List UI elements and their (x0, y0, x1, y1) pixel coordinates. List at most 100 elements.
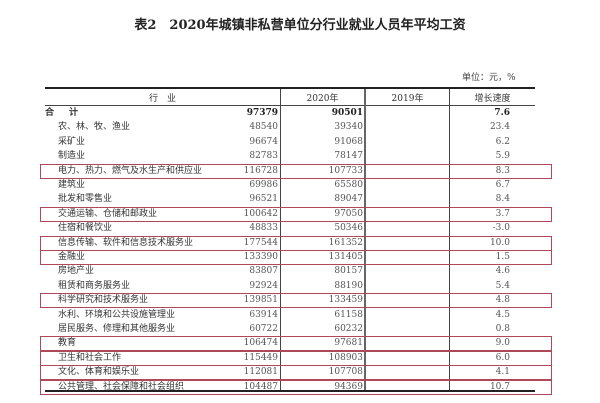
table-row: 农、林、牧、渔业 48540 39340 23.4 (45, 120, 535, 134)
highlight-box (40, 336, 552, 352)
wage-2019: 50346 (334, 223, 363, 234)
industry-name: 水利、环境和公共设施管理业 (58, 309, 176, 320)
highlight-box (40, 350, 552, 366)
wage-2020: 139851 (243, 295, 278, 306)
table-row: 文化、体育和娱乐业 112081 107708 4.1 (45, 365, 535, 379)
growth-rate: 8.4 (495, 194, 510, 205)
growth-rate: 0.8 (495, 324, 510, 334)
wage-2019: 90501 (331, 108, 363, 118)
wage-2019: 131405 (328, 252, 363, 262)
growth-rate: 1.5 (495, 252, 510, 262)
wage-2020: 48833 (249, 223, 278, 234)
wage-2020: 112081 (243, 367, 278, 378)
industry-name: 合 计 (45, 108, 82, 118)
wage-2019: 61158 (334, 309, 363, 320)
industry-name: 电力、热力、燃气及水生产和供应业 (58, 165, 203, 176)
table-row: 制造业 82783 78147 5.9 (45, 149, 535, 163)
table-top-rule (45, 87, 535, 89)
wage-2020: 104487 (243, 381, 278, 392)
wage-2019: 80157 (334, 266, 363, 277)
industry-name: 文化、体育和娱乐业 (58, 367, 140, 378)
table-row: 卫生和社会工作 115449 108903 6.0 (45, 351, 535, 365)
growth-rate: 9.0 (495, 338, 510, 349)
unit-label: 单位：元，% (462, 73, 516, 83)
table-title: 表2 2020年城镇非私营单位分行业就业人员年平均工资 (134, 18, 466, 33)
table-row: 租赁和商务服务业 92924 88190 5.4 (45, 279, 535, 293)
wage-2020: 82783 (249, 151, 278, 162)
industry-name: 采矿业 (58, 136, 86, 147)
table-row: 科学研究和技术服务业 139851 133459 4.8 (45, 293, 535, 307)
table-row: 水利、环境和公共设施管理业 63914 61158 4.5 (45, 308, 535, 322)
wage-2020: 106474 (243, 338, 278, 349)
column-divider (280, 89, 281, 390)
wage-2020: 96521 (249, 194, 278, 205)
wage-2020: 96674 (249, 136, 278, 147)
table-row: 建筑业 69986 65580 6.7 (45, 178, 535, 192)
table-row: 交通运输、仓储和邮政业 100642 97050 3.7 (45, 207, 535, 221)
wage-2020: 116728 (243, 165, 278, 176)
header-growth: 增长速度 (474, 94, 511, 104)
table-row: 公共管理、社会保障和社会组织 104487 94369 10.7 (45, 380, 535, 394)
wage-2020: 69986 (249, 180, 278, 190)
wage-2020: 177544 (243, 237, 278, 248)
wage-2020: 48540 (249, 122, 278, 133)
growth-rate: 6.7 (495, 180, 510, 190)
growth-rate: 4.1 (495, 367, 510, 378)
table-row: 电力、热力、燃气及水生产和供应业 116728 107733 8.3 (45, 164, 535, 178)
growth-rate: 5.4 (495, 280, 510, 291)
column-divider (449, 89, 450, 390)
industry-name: 租赁和商务服务业 (58, 280, 131, 291)
growth-rate: 4.5 (495, 309, 510, 320)
wage-2019: 60232 (334, 324, 363, 334)
wage-2019: 39340 (334, 122, 363, 133)
header-2019: 2019年 (391, 94, 424, 104)
wage-2020: 60722 (249, 324, 278, 334)
growth-rate: 10.7 (489, 381, 510, 392)
highlight-box (40, 379, 552, 395)
growth-rate: 23.4 (489, 122, 510, 133)
growth-rate: 6.0 (495, 352, 510, 363)
industry-name: 公共管理、社会保障和社会组织 (58, 381, 185, 392)
growth-rate: 5.9 (495, 151, 510, 162)
industry-name: 批发和零售业 (58, 194, 113, 205)
industry-name: 科学研究和技术服务业 (58, 295, 149, 306)
growth-rate: 8.3 (495, 165, 510, 176)
header-rule (45, 105, 535, 106)
highlight-box (40, 206, 552, 222)
wage-2019: 94369 (334, 381, 363, 392)
wage-2020: 63914 (249, 309, 278, 320)
wage-2019: 97681 (334, 338, 363, 349)
column-divider (364, 89, 366, 390)
industry-name: 居民服务、修理和其他服务业 (58, 324, 176, 334)
industry-name: 房地产业 (58, 266, 95, 277)
highlight-box (40, 235, 552, 251)
table-row: 合 计 97379 90501 7.6 (45, 106, 535, 120)
industry-name: 制造业 (58, 151, 86, 162)
wage-2019: 161352 (328, 237, 363, 248)
table-row: 房地产业 83807 80157 4.6 (45, 264, 535, 278)
highlight-box (40, 365, 552, 381)
wage-2020: 100642 (243, 208, 278, 219)
wage-2020: 83807 (249, 266, 278, 277)
growth-rate: 3.7 (495, 208, 510, 219)
wage-2019: 91068 (334, 136, 363, 147)
wage-2020: 97379 (246, 108, 278, 118)
wage-2019: 78147 (334, 151, 363, 162)
industry-name: 教育 (58, 338, 77, 349)
industry-name: 交通运输、仓储和邮政业 (58, 208, 158, 219)
highlight-box (40, 293, 552, 309)
table-row: 金融业 133390 131405 1.5 (45, 250, 535, 264)
wage-2019: 107708 (328, 367, 363, 378)
table-row: 批发和零售业 96521 89047 8.4 (45, 192, 535, 206)
industry-name: 信息传输、软件和信息技术服务业 (58, 237, 194, 248)
table-bottom-rule (45, 390, 535, 392)
industry-name: 农、林、牧、渔业 (58, 122, 131, 133)
table-row: 采矿业 96674 91068 6.2 (45, 135, 535, 149)
growth-rate: 4.6 (495, 266, 510, 277)
wage-2020: 133390 (243, 252, 278, 262)
growth-rate: 4.8 (495, 295, 510, 306)
wage-2019: 89047 (334, 194, 363, 205)
wage-2019: 65580 (334, 180, 363, 190)
industry-name: 金融业 (58, 252, 86, 262)
table-row: 信息传输、软件和信息技术服务业 177544 161352 10.0 (45, 236, 535, 250)
